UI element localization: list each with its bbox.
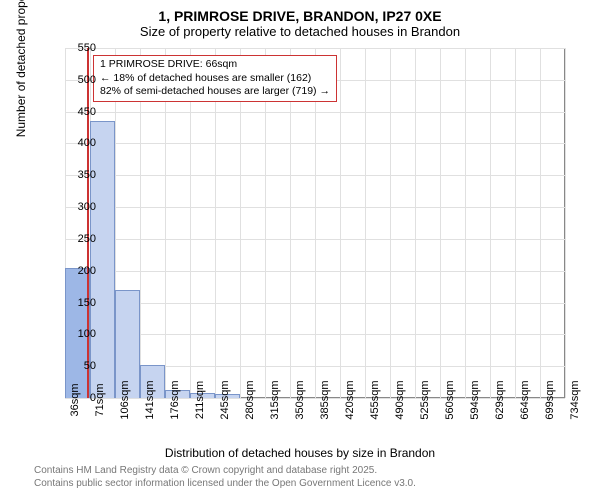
gridline-v (340, 48, 341, 398)
y-axis-label: Number of detached properties (14, 0, 28, 137)
xtick-label: 385sqm (319, 380, 331, 419)
xtick-label: 36sqm (69, 383, 81, 416)
gridline-v (565, 48, 566, 398)
ytick-label: 550 (78, 42, 96, 54)
chart-title: 1, PRIMROSE DRIVE, BRANDON, IP27 0XE (0, 0, 600, 24)
xtick-label: 560sqm (444, 380, 456, 419)
xtick-label: 350sqm (294, 380, 306, 419)
xtick-label: 106sqm (119, 380, 131, 419)
xtick-label: 525sqm (419, 380, 431, 419)
ytick-label: 200 (78, 265, 96, 277)
gridline-v (365, 48, 366, 398)
gridline-v (440, 48, 441, 398)
ytick-label: 450 (78, 106, 96, 118)
gridline-v (515, 48, 516, 398)
gridline-v (415, 48, 416, 398)
footnote-line1: Contains HM Land Registry data © Crown c… (34, 464, 416, 477)
annotation-line1: 1 PRIMROSE DRIVE: 66sqm (100, 58, 330, 72)
xtick-label: 664sqm (519, 380, 531, 419)
annotation-box: 1 PRIMROSE DRIVE: 66sqm ← 18% of detache… (93, 55, 337, 102)
gridline-v (490, 48, 491, 398)
gridline-v (540, 48, 541, 398)
gridline-v (465, 48, 466, 398)
annotation-line2: ← 18% of detached houses are smaller (16… (100, 72, 330, 86)
xtick-label: 71sqm (94, 383, 106, 416)
xtick-label: 594sqm (469, 380, 481, 419)
xtick-label: 280sqm (244, 380, 256, 419)
ytick-label: 100 (78, 328, 96, 340)
footnote-line2: Contains public sector information licen… (34, 477, 416, 490)
xtick-label: 245sqm (219, 380, 231, 419)
gridline-v (390, 48, 391, 398)
xtick-label: 211sqm (194, 381, 206, 419)
xtick-label: 734sqm (569, 380, 581, 419)
ytick-label: 400 (78, 137, 96, 149)
ytick-label: 50 (84, 360, 96, 372)
xtick-label: 699sqm (544, 380, 556, 419)
marker-line (87, 48, 89, 398)
x-axis-label: Distribution of detached houses by size … (0, 446, 600, 460)
histogram-bar (90, 121, 115, 398)
xtick-label: 629sqm (494, 380, 506, 419)
annotation-line3: 82% of semi-detached houses are larger (… (100, 85, 330, 99)
ytick-label: 300 (78, 201, 96, 213)
ytick-label: 500 (78, 74, 96, 86)
ytick-label: 350 (78, 169, 96, 181)
xtick-label: 176sqm (169, 380, 181, 419)
xtick-label: 315sqm (269, 380, 281, 419)
xtick-label: 420sqm (344, 380, 356, 419)
xtick-label: 455sqm (369, 380, 381, 419)
ytick-label: 250 (78, 233, 96, 245)
xtick-label: 141sqm (144, 380, 156, 419)
chart-plot-area: 1 PRIMROSE DRIVE: 66sqm ← 18% of detache… (65, 48, 565, 398)
xtick-label: 490sqm (394, 380, 406, 419)
ytick-label: 150 (78, 297, 96, 309)
gridline-h (65, 398, 565, 399)
footnote: Contains HM Land Registry data © Crown c… (34, 464, 416, 490)
